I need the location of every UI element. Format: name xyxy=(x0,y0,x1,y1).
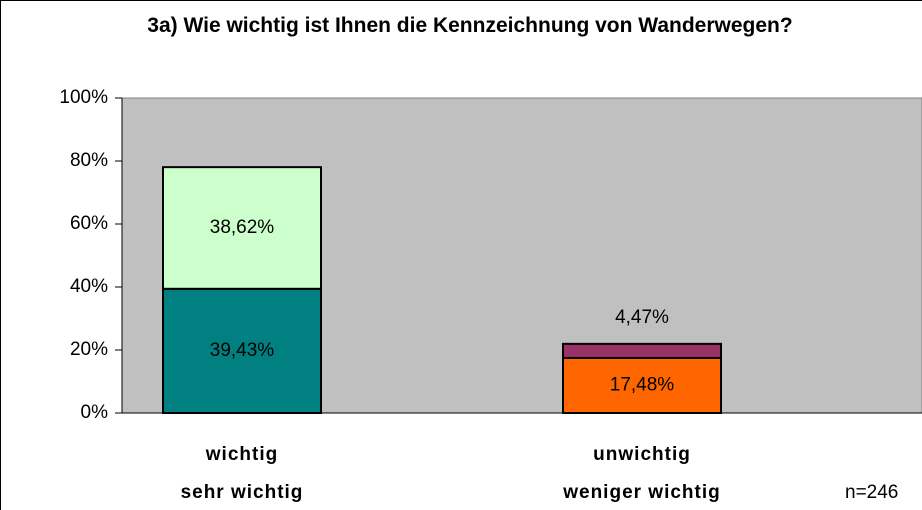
y-tick-label: 60% xyxy=(70,213,108,234)
bar-segment xyxy=(562,356,722,414)
x-tick-label: weniger wichtig xyxy=(562,482,721,503)
y-tick-label: 80% xyxy=(70,150,108,171)
data-label: 38,62% xyxy=(210,217,275,238)
data-label: 39,43% xyxy=(210,340,275,361)
x-tick-label: sehr wichtig xyxy=(181,482,304,503)
chart-title: 3a) Wie wichtig ist Ihnen die Kennzeichn… xyxy=(147,14,793,37)
y-tick-label: 40% xyxy=(70,276,108,297)
bar-segment xyxy=(562,342,722,359)
bar-segment xyxy=(162,166,322,290)
x-tick-label: wichtig xyxy=(205,444,278,465)
bar-segment xyxy=(162,287,322,414)
y-tick-label: 0% xyxy=(81,402,109,423)
x-tick-label: unwichtig xyxy=(593,444,691,465)
annotation: n=246 xyxy=(845,482,898,503)
data-label: 4,47% xyxy=(615,307,669,328)
y-tick-label: 20% xyxy=(70,339,108,360)
y-tick-label: 100% xyxy=(59,87,108,108)
data-label: 17,48% xyxy=(610,374,675,395)
